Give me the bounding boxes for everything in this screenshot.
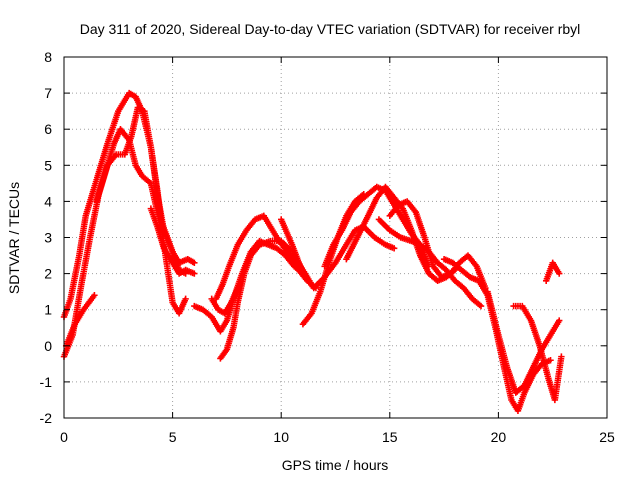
y-tick-label: -2 — [40, 410, 53, 426]
series-track-9 — [217, 237, 315, 362]
data-point — [558, 353, 565, 360]
y-tick-label: 6 — [44, 121, 52, 137]
data-point — [390, 245, 398, 252]
y-tick-label: -1 — [40, 374, 53, 390]
x-tick-label: 5 — [169, 429, 177, 445]
series-track-10 — [278, 216, 398, 292]
series-track-18 — [510, 302, 565, 404]
y-tick-label: 5 — [44, 157, 52, 173]
y-tick-label: 8 — [44, 49, 52, 65]
data-point — [182, 295, 189, 303]
series-track-7 — [212, 212, 320, 303]
series-track-11 — [299, 190, 367, 328]
x-axis-label: GPS time / hours — [282, 457, 389, 473]
x-tick-label: 10 — [273, 429, 289, 445]
x-tick-label: 0 — [60, 429, 68, 445]
y-tick-label: 0 — [44, 338, 52, 354]
series-track-15 — [386, 198, 489, 292]
data-point — [556, 317, 563, 324]
y-tick-label: 1 — [44, 302, 52, 318]
grid — [64, 57, 607, 418]
data-points — [60, 89, 565, 414]
data-point — [477, 302, 485, 310]
y-tick-label: 3 — [44, 230, 52, 246]
series-track-5 — [147, 205, 198, 277]
data-point — [556, 270, 563, 277]
data-point — [91, 292, 98, 299]
series-track-4 — [93, 126, 189, 277]
chart-title: Day 311 of 2020, Sidereal Day-to-day VTE… — [80, 21, 581, 37]
y-tick-label: 7 — [44, 85, 52, 101]
x-tick-label: 20 — [491, 429, 507, 445]
y-axis-label: SDTVAR / TECUs — [6, 182, 22, 294]
x-tick-label: 15 — [382, 429, 398, 445]
x-axis-ticks: 0 5 10 15 20 25 — [60, 57, 615, 445]
y-axis-ticks: -2 -1 0 1 2 3 4 5 6 7 8 — [40, 49, 607, 426]
data-point — [547, 357, 554, 364]
y-tick-label: 2 — [44, 266, 52, 282]
y-tick-label: 4 — [44, 193, 52, 209]
x-tick-label: 25 — [599, 429, 615, 445]
data-point — [191, 259, 198, 266]
data-point — [191, 270, 198, 277]
series-track-19 — [542, 259, 563, 285]
series-track-3 — [62, 292, 98, 349]
